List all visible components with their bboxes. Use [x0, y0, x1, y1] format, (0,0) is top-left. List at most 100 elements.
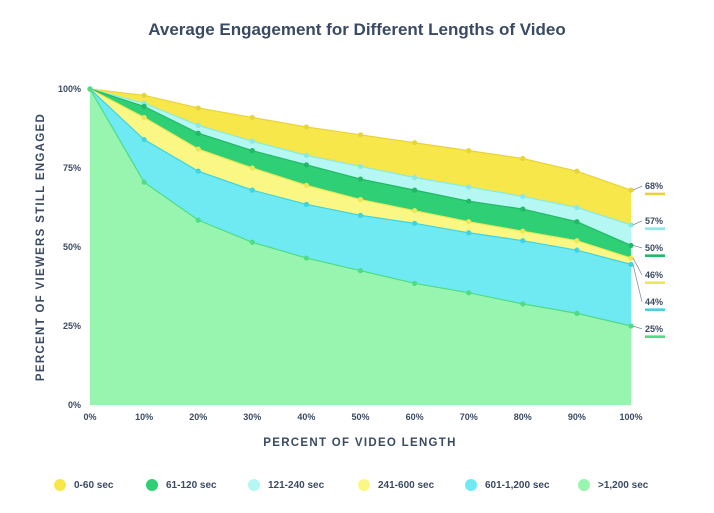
- x-tick-label: 20%: [189, 412, 207, 422]
- end-value-labels: 68% 57% 50% 46% 44% 25%: [632, 181, 665, 338]
- area-1-200-sec: [90, 89, 631, 405]
- legend-label: 0-60 sec: [74, 479, 114, 491]
- point-0-60-sec-70: [466, 148, 472, 154]
- x-tick-label: 50%: [351, 412, 369, 422]
- legend-swatch: [146, 479, 158, 491]
- point-121-240-sec-100: [628, 222, 634, 228]
- x-tick-label: 0%: [83, 412, 96, 422]
- point-601-1-200-sec-70: [466, 230, 472, 236]
- point-601-1-200-sec-10: [141, 136, 147, 143]
- y-axis-ticks: 0% 25% 50% 75% 100%: [58, 84, 81, 410]
- data-points: [87, 86, 634, 329]
- point-1-200-sec-0: [87, 86, 93, 92]
- point-0-60-sec-40: [303, 124, 309, 130]
- y-tick-label: 0%: [68, 400, 81, 410]
- x-tick-label: 90%: [568, 412, 586, 422]
- point-1-200-sec-30: [249, 239, 255, 245]
- point-241-600-sec-90: [574, 238, 580, 244]
- leader-1-200-sec: [632, 325, 643, 330]
- point-0-60-sec-20: [195, 105, 201, 111]
- point-61-120-sec-10: [141, 103, 147, 109]
- point-61-120-sec-20: [195, 130, 201, 136]
- point-121-240-sec-90: [574, 204, 580, 211]
- end-marker-241-600-sec: [645, 281, 665, 284]
- point-61-120-sec-40: [303, 162, 309, 168]
- y-axis-label: PERCENT OF VIEWERS STILL ENGAGED: [35, 113, 47, 381]
- end-marker-61-120-sec: [645, 254, 665, 257]
- legend-label: 241-600 sec: [378, 479, 435, 491]
- point-0-60-sec-10: [141, 92, 147, 98]
- area-layers: [90, 89, 631, 405]
- legend-item-121-240-sec: 121-240 sec: [248, 479, 324, 491]
- x-tick-label: 60%: [406, 412, 424, 422]
- point-241-600-sec-60: [412, 208, 418, 214]
- x-tick-label: 70%: [460, 412, 478, 422]
- point-0-60-sec-50: [357, 132, 364, 138]
- legend-swatch: [465, 479, 477, 491]
- x-tick-label: 30%: [243, 412, 261, 422]
- point-0-60-sec-80: [520, 155, 526, 162]
- y-tick-label: 75%: [63, 163, 81, 173]
- end-label-1-200-sec: 25%: [645, 324, 663, 334]
- end-marker-121-240-sec: [645, 227, 665, 230]
- end-marker-0-60-sec: [645, 192, 665, 196]
- end-label-241-600-sec: 46%: [645, 270, 663, 280]
- point-121-240-sec-50: [357, 163, 364, 170]
- point-241-600-sec-20: [195, 146, 201, 152]
- point-121-240-sec-80: [520, 193, 526, 200]
- point-121-240-sec-20: [195, 122, 201, 128]
- point-601-1-200-sec-60: [412, 220, 418, 226]
- point-1-200-sec-90: [574, 310, 580, 316]
- x-tick-label: 100%: [619, 412, 642, 422]
- point-1-200-sec-20: [195, 217, 201, 223]
- x-tick-label: 10%: [135, 412, 153, 422]
- point-601-1-200-sec-40: [303, 201, 309, 207]
- y-tick-label: 100%: [58, 84, 81, 94]
- point-1-200-sec-10: [141, 179, 147, 185]
- point-61-120-sec-90: [574, 219, 580, 225]
- legend-item-0-60-sec: 0-60 sec: [54, 479, 113, 491]
- point-61-120-sec-50: [357, 176, 364, 182]
- legend-item-1-200-sec: >1,200 sec: [578, 479, 648, 491]
- leader-121-240-sec: [632, 220, 643, 226]
- leader-0-60-sec: [632, 185, 643, 191]
- point-1-200-sec-70: [466, 290, 472, 296]
- legend-swatch: [54, 479, 66, 491]
- point-601-1-200-sec-20: [195, 168, 201, 174]
- point-601-1-200-sec-80: [520, 238, 526, 244]
- end-label-61-120-sec: 50%: [645, 243, 663, 253]
- point-61-120-sec-30: [249, 148, 255, 154]
- point-1-200-sec-50: [357, 268, 364, 274]
- point-121-240-sec-60: [412, 174, 418, 181]
- point-241-600-sec-30: [249, 165, 255, 171]
- legend-label: 121-240 sec: [268, 479, 325, 491]
- point-121-240-sec-30: [249, 138, 255, 144]
- end-marker-1-200-sec: [645, 335, 665, 338]
- x-axis-label: PERCENT OF VIDEO LENGTH: [263, 437, 456, 449]
- legend-swatch: [358, 479, 370, 491]
- point-1-200-sec-40: [303, 255, 309, 261]
- point-601-1-200-sec-30: [249, 187, 255, 193]
- point-61-120-sec-80: [520, 206, 526, 212]
- legend-label: >1,200 sec: [598, 479, 649, 491]
- point-0-60-sec-30: [249, 114, 255, 121]
- end-marker-601-1-200-sec: [645, 308, 665, 311]
- point-241-600-sec-80: [520, 228, 526, 234]
- legend-label: 61-120 sec: [166, 479, 217, 491]
- point-601-1-200-sec-90: [574, 247, 580, 253]
- x-axis-ticks: 0% 10% 20% 30% 40% 50% 60% 70% 80% 90% 100%: [83, 412, 642, 422]
- point-241-600-sec-70: [466, 219, 472, 225]
- end-label-121-240-sec: 57%: [645, 216, 663, 226]
- y-tick-label: 50%: [63, 242, 81, 252]
- chart-area: 0% 25% 50% 75% 100% 0% 10% 20% 30% 40% 50% 60% 70% 8…: [35, 84, 665, 449]
- point-121-240-sec-70: [466, 184, 472, 190]
- leader-241-600-sec: [632, 257, 643, 276]
- point-1-200-sec-100: [628, 323, 634, 329]
- leader-61-120-sec: [632, 245, 643, 249]
- legend-swatch: [248, 479, 260, 491]
- point-61-120-sec-100: [628, 242, 634, 249]
- point-0-60-sec-100: [628, 187, 634, 193]
- point-601-1-200-sec-50: [357, 212, 364, 218]
- legend-item-241-600-sec: 241-600 sec: [358, 479, 434, 491]
- point-121-240-sec-40: [303, 152, 309, 158]
